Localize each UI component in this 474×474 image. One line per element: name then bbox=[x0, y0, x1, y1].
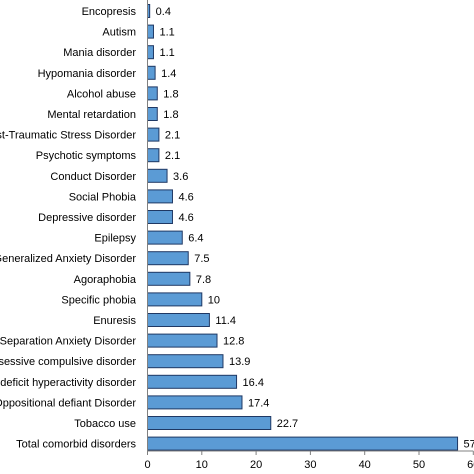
bar bbox=[147, 251, 189, 266]
value-label: 12.8 bbox=[223, 336, 244, 348]
bar bbox=[147, 148, 160, 163]
category-label: Autism bbox=[102, 27, 136, 39]
x-tick-label: 50 bbox=[413, 459, 425, 471]
value-label: 10 bbox=[208, 294, 220, 306]
bar bbox=[147, 333, 218, 348]
value-label: 13.9 bbox=[229, 356, 250, 368]
category-label: Alcohol abuse bbox=[67, 88, 136, 100]
bar bbox=[147, 416, 272, 430]
bar bbox=[147, 395, 243, 410]
bar bbox=[147, 313, 210, 327]
bar bbox=[147, 292, 203, 307]
category-label: Specific phobia bbox=[61, 294, 136, 306]
bar bbox=[147, 189, 173, 204]
category-label: Agoraphobia bbox=[74, 274, 137, 286]
value-label: 16.4 bbox=[243, 377, 264, 389]
x-tick-label: 10 bbox=[196, 459, 208, 471]
category-label: Conduct Disorder bbox=[50, 171, 136, 183]
category-label: Mania disorder bbox=[63, 47, 136, 59]
category-label: Oppositional defiant Disorder bbox=[0, 397, 136, 409]
bar bbox=[147, 168, 168, 183]
bar bbox=[147, 230, 183, 245]
bar bbox=[147, 374, 238, 389]
category-label: Generalized Anxiety Disorder bbox=[0, 253, 136, 265]
bar bbox=[147, 86, 158, 101]
value-label: 0.4 bbox=[156, 6, 171, 18]
value-label: 7.5 bbox=[194, 253, 209, 265]
category-label: Tobacco use bbox=[74, 418, 136, 430]
value-label: 7.8 bbox=[196, 274, 211, 286]
value-label: 2.1 bbox=[165, 150, 180, 162]
category-label: Mental retardation bbox=[47, 109, 136, 121]
x-tick-label: 20 bbox=[250, 459, 262, 471]
category-label: Encopresis bbox=[82, 6, 137, 18]
category-label: Social Phobia bbox=[69, 191, 137, 203]
value-label: 1.1 bbox=[159, 27, 174, 39]
x-tick-label: 60 bbox=[467, 459, 474, 471]
bar bbox=[147, 24, 154, 39]
category-label: Depressive disorder bbox=[38, 212, 136, 224]
bar bbox=[147, 45, 154, 60]
value-label: 1.1 bbox=[159, 47, 174, 59]
category-label: Obsessive compulsive disorder bbox=[0, 356, 136, 368]
value-label: 1.8 bbox=[163, 109, 178, 121]
category-label: Attention deficit hyperactivity disorder bbox=[0, 377, 136, 389]
axis-layer: 0 10 20 30 40 50 60 bbox=[144, 0, 474, 471]
x-tick-label: 40 bbox=[359, 459, 371, 471]
bar bbox=[147, 127, 160, 142]
value-label: 22.7 bbox=[277, 418, 298, 430]
bar bbox=[147, 65, 156, 80]
bar bbox=[147, 354, 224, 369]
bar bbox=[147, 107, 158, 121]
value-label: 57.1 bbox=[464, 439, 474, 451]
x-tick-label: 30 bbox=[304, 459, 316, 471]
bar bbox=[147, 210, 173, 224]
category-label: Post-Traumatic Stress Disorder bbox=[0, 130, 136, 142]
value-label: 11.4 bbox=[215, 315, 236, 327]
category-label: Total comorbid disorders bbox=[16, 439, 136, 451]
category-label: Epilepsy bbox=[94, 233, 136, 245]
value-label: 1.8 bbox=[163, 88, 178, 100]
bar bbox=[147, 436, 459, 451]
value-label: 6.4 bbox=[188, 233, 203, 245]
value-label: 3.6 bbox=[173, 171, 188, 183]
value-label: 1.4 bbox=[161, 68, 176, 80]
category-label: Hypomania disorder bbox=[38, 68, 137, 80]
value-label: 4.6 bbox=[178, 212, 193, 224]
category-label: Separation Anxiety Disorder bbox=[0, 336, 136, 348]
bars-layer: Encopresis 0.4 Autism 1.1 Mania disorder 1.1 H… bbox=[0, 4, 474, 451]
category-label: Enuresis bbox=[93, 315, 136, 327]
value-label: 4.6 bbox=[178, 191, 193, 203]
bar bbox=[147, 271, 191, 286]
x-tick-label: 0 bbox=[144, 459, 150, 471]
category-label: Psychotic symptoms bbox=[36, 150, 137, 162]
value-label: 17.4 bbox=[248, 397, 269, 409]
value-label: 2.1 bbox=[165, 130, 180, 142]
